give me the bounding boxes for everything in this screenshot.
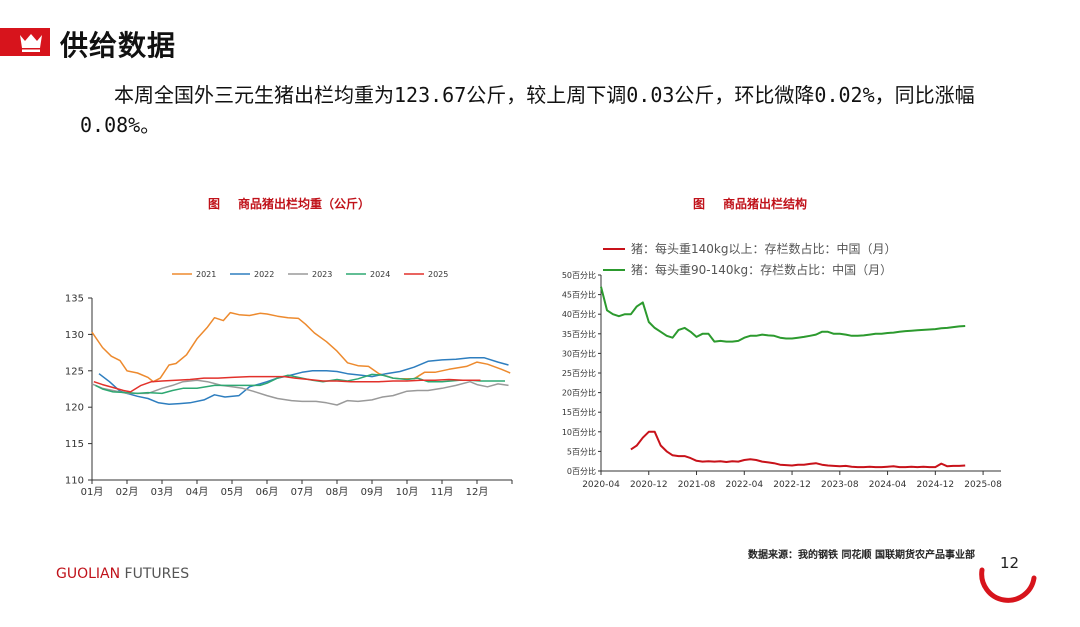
chart-right-title-text: 商品猪出栏结构 — [723, 197, 808, 211]
x-tick-label: 08月 — [326, 486, 349, 498]
page-number: 12 — [1000, 554, 1020, 572]
y-tick-label: 0百分比 — [567, 466, 596, 476]
x-tick-label: 02月 — [116, 486, 139, 498]
page-title: 供给数据 — [60, 29, 177, 62]
y-tick-label: 50百分比 — [562, 270, 596, 280]
x-tick-label: 2024-12 — [917, 480, 955, 490]
x-tick-label: 2024-04 — [869, 480, 907, 490]
x-tick-label: 2023-08 — [821, 480, 859, 490]
series-line-2025 — [93, 375, 481, 393]
y-tick-label: 110 — [65, 476, 84, 487]
x-tick-label: 03月 — [151, 486, 174, 498]
y-tick-label: 135 — [65, 294, 84, 305]
legend-label: 2023 — [312, 270, 332, 279]
x-tick-label: 2020-04 — [582, 480, 620, 490]
x-tick-label: 01月 — [81, 486, 104, 498]
x-tick-label: 12月 — [466, 486, 489, 498]
brand-logo-text: GUOLIAN FUTURES — [56, 566, 189, 582]
y-tick-label: 35百分比 — [562, 329, 596, 339]
x-tick-label: 2022-04 — [725, 480, 763, 490]
legend-label: 2024 — [370, 270, 390, 279]
x-tick-label: 09月 — [361, 486, 384, 498]
series-line-2023 — [91, 379, 509, 406]
x-tick-label: 06月 — [256, 486, 279, 498]
series-line-1 — [630, 430, 966, 469]
summary-text: 本周全国外三元生猪出栏均重为123.67公斤，较上周下调0.03公斤，环比微降0… — [80, 83, 975, 137]
series-line-2021 — [91, 311, 511, 383]
x-tick-label: 07月 — [291, 486, 314, 498]
y-tick-label: 40百分比 — [562, 309, 596, 319]
x-tick-label: 2020-12 — [630, 480, 668, 490]
chart-left-title: 图 商品猪出栏均重（公斤） — [208, 195, 370, 212]
x-tick-label: 11月 — [431, 486, 454, 498]
chart-left: 110 115 120 125 130 135 01月 02月 03月 04月 05月 06月 07月 0… — [65, 270, 513, 498]
page-header: 供给数据 — [0, 22, 1080, 66]
y-tick-label: 125 — [65, 366, 84, 377]
legend-label: 猪：每头重90-140kg：存栏数占比：中国（月） — [631, 262, 892, 277]
x-tick-label: 2021-08 — [678, 480, 716, 490]
y-tick-label: 15百分比 — [562, 407, 596, 417]
y-tick-label: 5百分比 — [567, 446, 596, 456]
x-tick-label: 2025-08 — [964, 480, 1002, 490]
brand-gray: FUTURES — [124, 566, 190, 582]
legend-label: 2025 — [428, 270, 448, 279]
y-tick-label: 20百分比 — [562, 388, 596, 398]
x-tick-label: 10月 — [396, 486, 419, 498]
y-tick-label: 25百分比 — [562, 368, 596, 378]
legend-label: 2021 — [196, 270, 216, 279]
brand-red: GUOLIAN — [56, 566, 121, 582]
y-tick-label: 120 — [65, 403, 84, 414]
chart-left-title-text: 商品猪出栏均重（公斤） — [238, 197, 371, 211]
chart-right-fig-label: 图 — [693, 197, 706, 211]
chart-right: 0百分比 5百分比 10百分比 15百分比 20百分比 25百分比 30百分比 35百分比 40… — [562, 241, 1002, 490]
y-tick-label: 130 — [65, 330, 84, 341]
legend-label: 猪：每头重140kg以上：存栏数占比：中国（月） — [631, 241, 896, 256]
chart-left-fig-label: 图 — [208, 197, 221, 211]
page-number-arc — [979, 567, 1037, 603]
legend-label: 2022 — [254, 270, 274, 279]
x-tick-label: 05月 — [221, 486, 244, 498]
chart-right-title: 图 商品猪出栏结构 — [693, 195, 807, 212]
y-tick-label: 45百分比 — [562, 290, 596, 300]
y-tick-label: 30百分比 — [562, 348, 596, 358]
y-tick-label: 115 — [65, 439, 84, 450]
crown-icon — [20, 34, 42, 52]
x-tick-label: 2022-12 — [773, 480, 811, 490]
series-line-2 — [600, 286, 966, 343]
data-source: 数据来源：我的钢铁 同花顺 国联期货农产品事业部 — [748, 550, 975, 561]
y-tick-label: 10百分比 — [562, 427, 596, 437]
x-tick-label: 04月 — [186, 486, 209, 498]
